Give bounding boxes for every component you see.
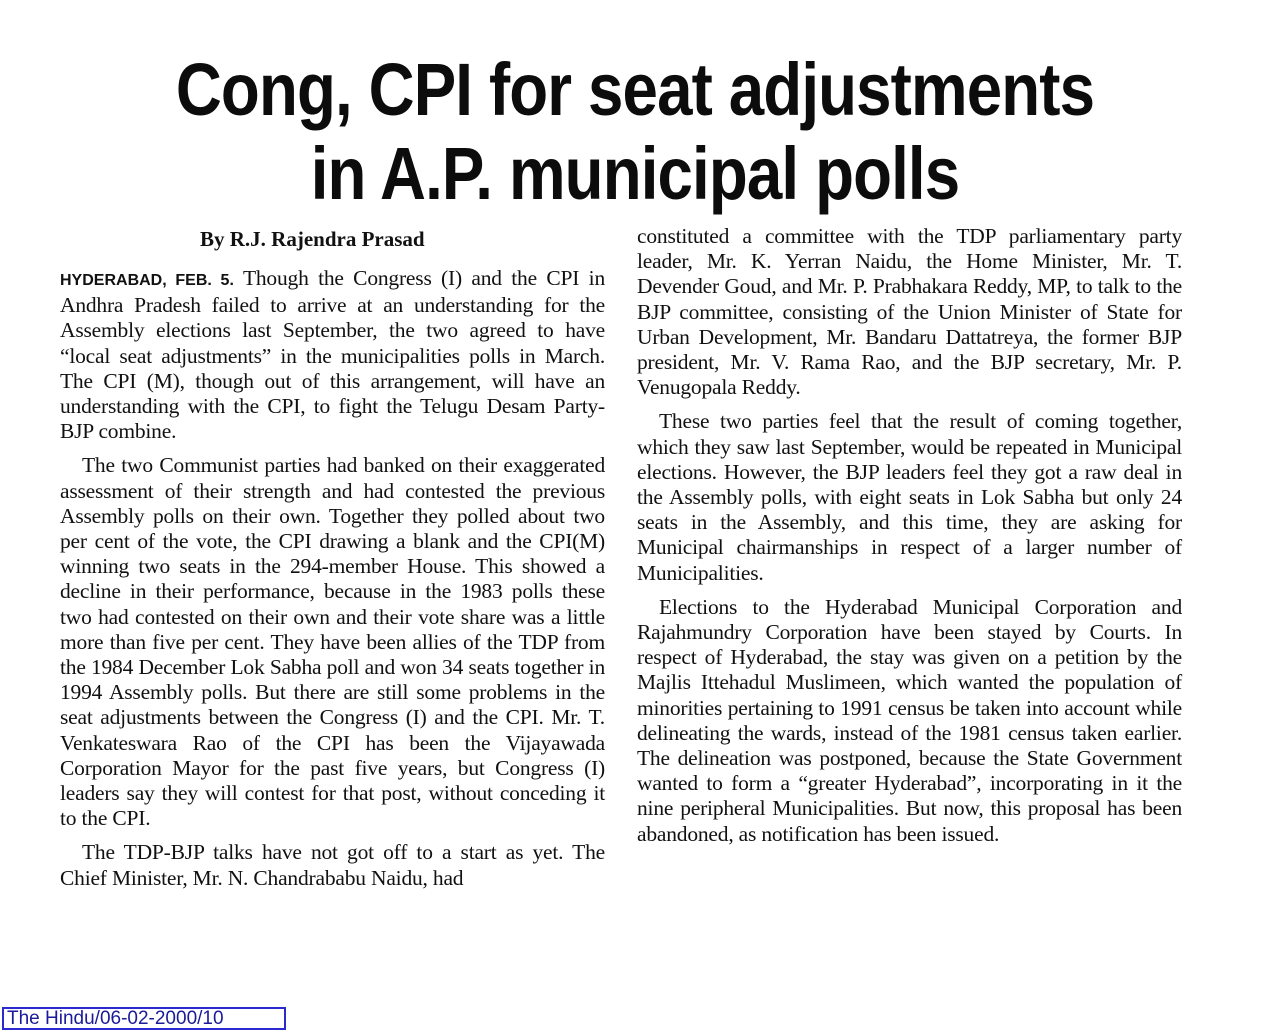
source-label: The Hindu/06-02-2000/10 [2, 1007, 286, 1030]
paragraph-6: Elections to the Hyderabad Municipal Cor… [637, 594, 1182, 846]
article-column-left: HYDERABAD, FEB. 5. Though the Congress (… [60, 266, 605, 891]
paragraph-3: The TDP-BJP talks have not got off to a … [60, 840, 605, 890]
headline: Cong, CPI for seat adjustments in A.P. m… [123, 48, 1146, 216]
article-column-right: constituted a committee with the TDP par… [637, 224, 1182, 847]
paragraph-1: HYDERABAD, FEB. 5. Though the Congress (… [60, 266, 605, 444]
headline-line-2: in A.P. municipal polls [310, 132, 960, 215]
paragraph-1-text: Though the Congress (I) and the CPI in A… [60, 266, 605, 444]
paragraph-4: constituted a committee with the TDP par… [637, 224, 1182, 400]
paragraph-5: These two parties feel that the result o… [637, 409, 1182, 585]
paragraph-2: The two Communist parties had banked on … [60, 453, 605, 831]
byline: By R.J. Rajendra Prasad [200, 227, 425, 251]
headline-line-1: Cong, CPI for seat adjustments [175, 48, 1095, 131]
dateline: HYDERABAD, FEB. 5. [60, 272, 234, 289]
